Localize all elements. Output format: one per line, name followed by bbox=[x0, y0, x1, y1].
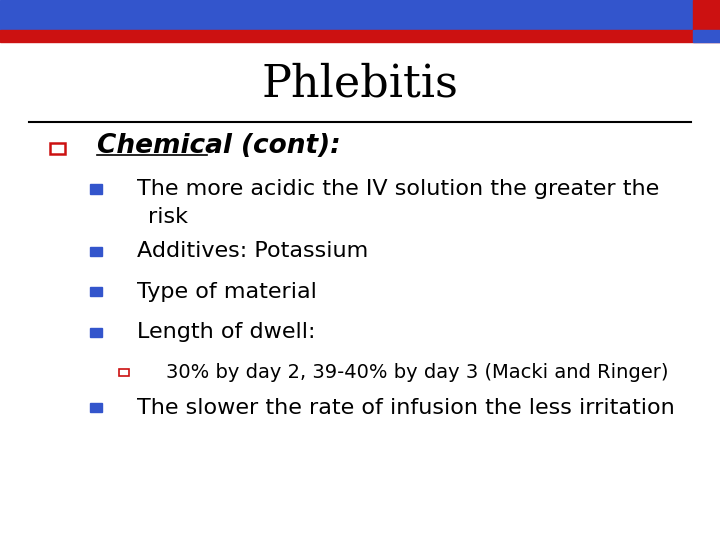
Text: Length of dwell:: Length of dwell: bbox=[137, 322, 315, 342]
Text: The slower the rate of infusion the less irritation: The slower the rate of infusion the less… bbox=[137, 397, 675, 418]
Text: Chemical (cont):: Chemical (cont): bbox=[97, 133, 341, 159]
Text: The more acidic the IV solution the greater the: The more acidic the IV solution the grea… bbox=[137, 179, 659, 199]
Text: risk: risk bbox=[148, 207, 188, 227]
Text: Type of material: Type of material bbox=[137, 281, 317, 302]
Text: Additives: Potassium: Additives: Potassium bbox=[137, 241, 368, 261]
Text: 30% by day 2, 39-40% by day 3 (Macki and Ringer): 30% by day 2, 39-40% by day 3 (Macki and… bbox=[166, 363, 668, 382]
Text: Phlebitis: Phlebitis bbox=[261, 62, 459, 105]
